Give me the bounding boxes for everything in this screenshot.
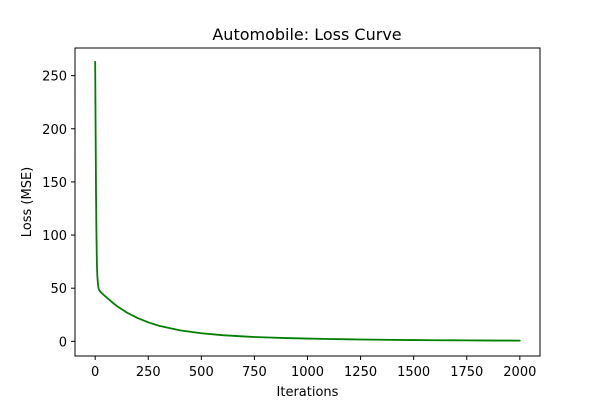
- y-axis-label: Loss (MSE): [20, 167, 35, 237]
- x-tick-label: 0: [91, 365, 99, 380]
- y-tick-label: 50: [50, 282, 67, 297]
- x-axis-label: Iterations: [277, 385, 339, 400]
- x-tick-label: 1000: [291, 365, 324, 380]
- x-tick-label: 1750: [450, 365, 483, 380]
- axis-ticks: 0 250 500 750 1000 1250 1500 1750 2000 0 50 100 150 2…: [42, 70, 536, 380]
- y-tick-label: 150: [42, 176, 67, 191]
- loss-series-line: [94, 60, 521, 342]
- y-tick-label: 250: [42, 70, 67, 85]
- x-tick-label: 1250: [344, 365, 377, 380]
- x-tick-label: 250: [136, 365, 161, 380]
- y-tick-label: 100: [42, 229, 67, 244]
- x-tick-label: 1500: [397, 365, 430, 380]
- chart-title: Automobile: Loss Curve: [212, 25, 401, 44]
- series-layer: [94, 60, 521, 342]
- plot-area-frame: [74, 47, 541, 357]
- y-tick-label: 200: [42, 123, 67, 138]
- x-tick-label: 2000: [503, 365, 536, 380]
- x-tick-label: 750: [242, 365, 267, 380]
- x-tick-label: 500: [189, 365, 214, 380]
- y-tick-label: 0: [59, 335, 67, 350]
